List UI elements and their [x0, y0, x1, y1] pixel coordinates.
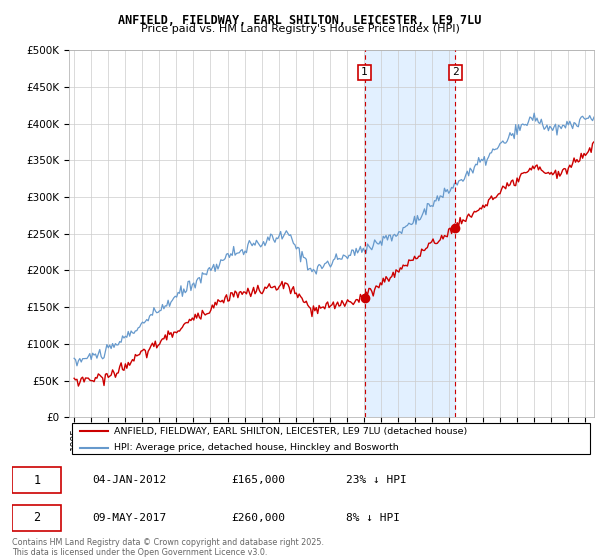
- Text: 23% ↓ HPI: 23% ↓ HPI: [346, 475, 407, 485]
- Text: £260,000: £260,000: [231, 513, 285, 523]
- Text: 09-MAY-2017: 09-MAY-2017: [92, 513, 167, 523]
- Text: Contains HM Land Registry data © Crown copyright and database right 2025.
This d: Contains HM Land Registry data © Crown c…: [12, 538, 324, 557]
- FancyBboxPatch shape: [12, 467, 61, 493]
- Text: 1: 1: [361, 67, 368, 77]
- Bar: [365, 50, 455, 417]
- Text: 2: 2: [452, 67, 459, 77]
- FancyBboxPatch shape: [12, 505, 61, 531]
- Text: ANFIELD, FIELDWAY, EARL SHILTON, LEICESTER, LE9 7LU: ANFIELD, FIELDWAY, EARL SHILTON, LEICEST…: [118, 14, 482, 27]
- Text: 1: 1: [33, 474, 40, 487]
- Text: 8% ↓ HPI: 8% ↓ HPI: [346, 513, 400, 523]
- Text: 04-JAN-2012: 04-JAN-2012: [92, 475, 167, 485]
- Text: HPI: Average price, detached house, Hinckley and Bosworth: HPI: Average price, detached house, Hinc…: [113, 443, 398, 452]
- Text: 2: 2: [33, 511, 40, 525]
- Text: Price paid vs. HM Land Registry's House Price Index (HPI): Price paid vs. HM Land Registry's House …: [140, 24, 460, 34]
- Text: ANFIELD, FIELDWAY, EARL SHILTON, LEICESTER, LE9 7LU (detached house): ANFIELD, FIELDWAY, EARL SHILTON, LEICEST…: [113, 427, 467, 436]
- FancyBboxPatch shape: [71, 423, 590, 454]
- Text: £165,000: £165,000: [231, 475, 285, 485]
